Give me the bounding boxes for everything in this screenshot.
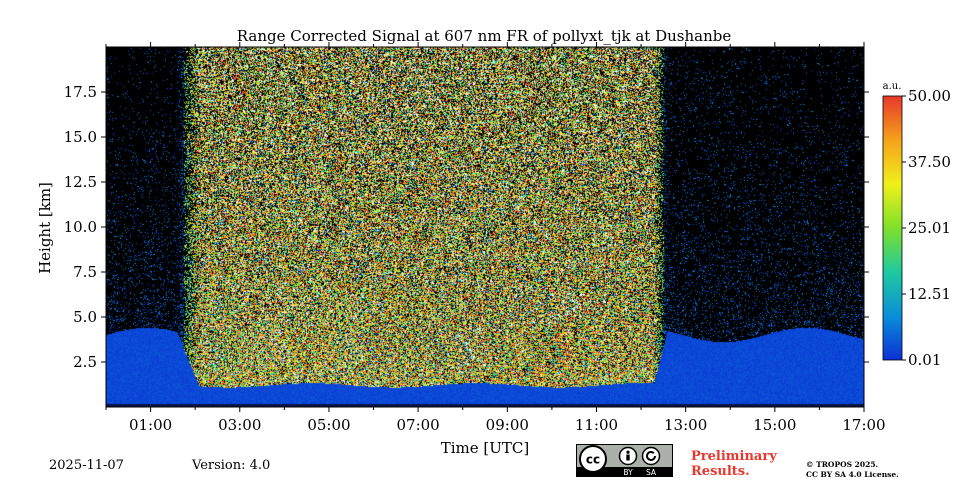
y-tick-label: 17.5 [64,83,97,101]
x-axis: 01:00 03:00 05:00 07:00 09:00 11:00 13:00 15:00… [105,42,886,434]
copyright-line-1: © TROPOS 2025. [806,460,879,469]
cc-license-badge: cc BY SA [576,444,673,477]
sa-label: SA [646,468,657,476]
y-tick-label: 10.0 [64,218,97,236]
heatmap-image [106,47,864,407]
cc-icon-text: cc [586,453,600,467]
preliminary-line-2: Results. [691,464,750,479]
x-tick-label: 09:00 [486,416,529,434]
x-tick-label: 13:00 [664,416,707,434]
cc-icon [579,445,607,473]
colorbar-tick-label: 25.01 [908,219,951,237]
colorbar-gradient [882,95,903,361]
colorbar-tick-label: 12.51 [908,285,951,303]
y-tick-label: 2.5 [73,353,97,371]
x-tick-label: 11:00 [575,416,618,434]
y-axis: 2.5 5.0 7.5 10.0 12.5 15.0 17.5 [64,83,869,371]
copyright-note: © TROPOS 2025. CC BY SA 4.0 License. [806,460,899,480]
version-label: Version: 4.0 [192,458,271,473]
colorbar-tick-label: 50.00 [908,87,951,105]
y-tick-label: 15.0 [64,128,97,146]
copyright-line-2: CC BY SA 4.0 License. [806,470,899,479]
cc-badge-strip [577,467,672,476]
x-tick-label: 05:00 [307,416,350,434]
colorbar-tick-label: 0.01 [908,351,941,369]
preliminary-results-note: Preliminary Results. [691,449,777,479]
y-tick-label: 7.5 [73,263,97,281]
cc-badge-graphic: cc BY SA [577,445,672,476]
by-label: BY [623,468,633,476]
colorbar: a.u. [882,81,903,361]
x-tick-label: 17:00 [842,416,885,434]
x-tick-label: 07:00 [397,416,440,434]
by-person-body [626,454,630,461]
heatmap [105,46,865,408]
colorbar-tick-label: 37.50 [908,153,951,171]
chart-title: Range Corrected Signal at 607 nm FR of p… [237,27,732,45]
x-tick-label: 03:00 [218,416,261,434]
y-tick-label: 12.5 [64,173,97,191]
date-label: 2025-11-07 [49,458,124,473]
by-person-head [626,450,630,454]
y-axis-label: Height [km] [36,182,54,274]
sa-share-icon [641,446,661,466]
colorbar-unit: a.u. [883,81,902,92]
x-tick-label: 15:00 [753,416,796,434]
preliminary-line-1: Preliminary [691,449,777,464]
x-tick-label: 01:00 [129,416,172,434]
y-tick-label: 5.0 [73,308,97,326]
colorbar-ticks: 0.01 12.51 25.01 37.50 50.00 [902,87,951,369]
x-axis-label: Time [UTC] [441,439,530,457]
sa-arrow-icon [646,450,656,461]
